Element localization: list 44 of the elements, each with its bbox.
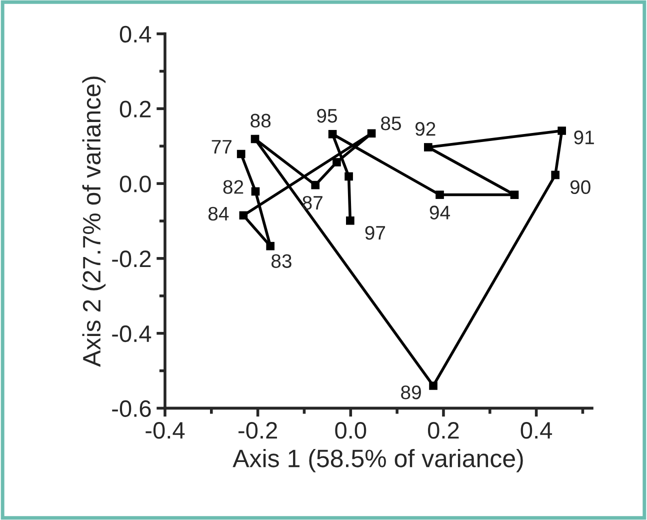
point bbox=[344, 172, 353, 181]
y-tick-label: -0.2 bbox=[112, 250, 151, 268]
point bbox=[429, 382, 438, 390]
annotation: 88 bbox=[250, 114, 271, 128]
annotation: 87 bbox=[302, 196, 322, 210]
annotation: 83 bbox=[271, 254, 292, 268]
point bbox=[239, 211, 248, 220]
point bbox=[250, 134, 260, 144]
annotation: 91 bbox=[574, 130, 594, 144]
x-axis-title: Axis 1 (58.5% of variance) bbox=[232, 448, 523, 472]
y-axis-title: Axis 2 (27.7% of variance) bbox=[82, 76, 106, 367]
point bbox=[424, 143, 432, 152]
annotation: 77 bbox=[212, 140, 232, 154]
point bbox=[436, 190, 444, 199]
y-tick-label: -0.6 bbox=[112, 400, 151, 417]
annotation: 92 bbox=[415, 122, 436, 136]
annotation: 97 bbox=[365, 226, 386, 240]
annotation: 95 bbox=[317, 108, 337, 123]
annotation: 84 bbox=[208, 206, 229, 221]
point bbox=[367, 129, 376, 138]
point bbox=[332, 158, 341, 166]
annotation: 94 bbox=[430, 206, 450, 220]
y-tick-label: 0.4 bbox=[120, 26, 152, 43]
point bbox=[346, 216, 354, 225]
annotation: 82 bbox=[223, 180, 244, 194]
y-tick-label: 0.2 bbox=[120, 100, 151, 118]
x-tick-label: 0.4 bbox=[520, 422, 552, 439]
x-tick-label: -0.4 bbox=[146, 422, 185, 439]
y-tick-label: 0.0 bbox=[120, 176, 151, 192]
point bbox=[236, 150, 246, 158]
point bbox=[266, 242, 275, 250]
x-tick-label: 0.2 bbox=[428, 422, 459, 439]
point bbox=[510, 190, 519, 199]
point bbox=[551, 170, 560, 180]
x-tick-label: 0.0 bbox=[335, 422, 366, 439]
y-tick-label: -0.4 bbox=[112, 325, 152, 342]
x-tick-label: -0.2 bbox=[238, 422, 277, 439]
point bbox=[328, 130, 337, 138]
annotation: 89 bbox=[401, 386, 421, 400]
annotation: 90 bbox=[570, 180, 590, 194]
point bbox=[558, 126, 566, 135]
annotation: 85 bbox=[381, 116, 401, 130]
point bbox=[311, 180, 320, 190]
point bbox=[251, 187, 260, 196]
